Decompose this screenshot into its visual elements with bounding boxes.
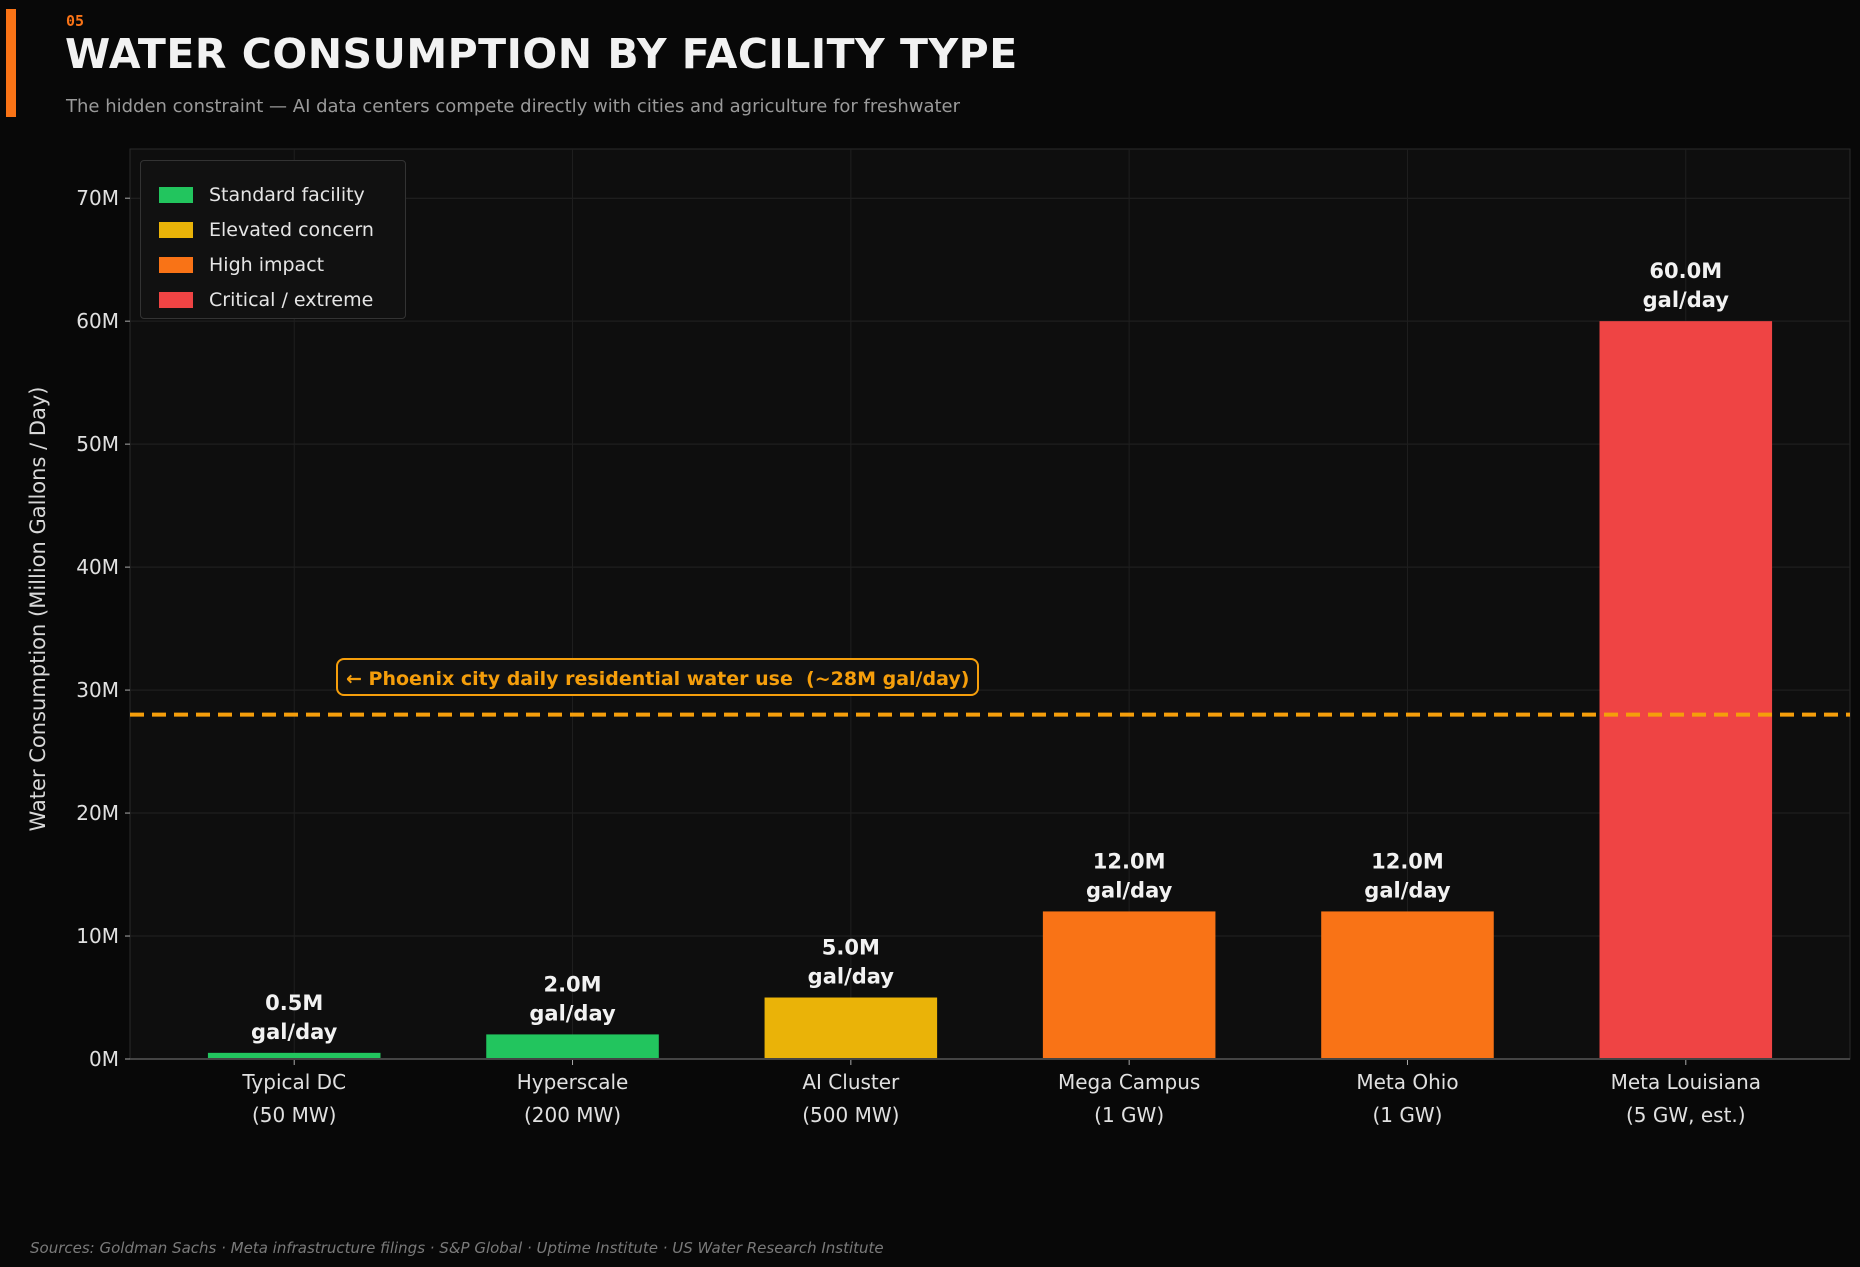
x-tick-label: Meta Louisiana	[1611, 1070, 1761, 1094]
y-tick-label: 30M	[76, 678, 119, 702]
legend-item: Critical / extreme	[159, 282, 405, 317]
x-tick-sublabel: (1 GW)	[1372, 1103, 1442, 1127]
y-tick-label: 70M	[76, 186, 119, 210]
reference-line-annotation: ← Phoenix city daily residential water u…	[336, 658, 980, 696]
legend-label: Elevated concern	[209, 218, 374, 241]
legend-swatch	[159, 291, 193, 308]
data-label-unit: gal/day	[808, 965, 895, 989]
chart-legend: Standard facility Elevated concern High …	[140, 160, 406, 319]
legend-item: Elevated concern	[159, 212, 405, 247]
legend-swatch	[159, 186, 193, 203]
page-title: WATER CONSUMPTION BY FACILITY TYPE	[65, 30, 1018, 78]
legend-label: Critical / extreme	[209, 288, 374, 311]
bar	[207, 1052, 381, 1059]
y-tick-label: 20M	[76, 801, 119, 825]
legend-label: Standard facility	[209, 183, 365, 206]
legend-item: Standard facility	[159, 177, 405, 212]
y-axis-label: Water Consumption (Million Gallons / Day…	[26, 387, 50, 832]
plot-area	[129, 148, 1851, 1060]
section-number: 05	[66, 12, 85, 30]
y-tick-label: 0M	[89, 1047, 119, 1071]
legend-label: High impact	[209, 253, 325, 276]
x-tick-sublabel: (50 MW)	[252, 1103, 336, 1127]
y-tick-label: 50M	[76, 432, 119, 456]
data-label-value: 60.0M	[1649, 259, 1722, 283]
y-tick-label: 40M	[76, 555, 119, 579]
x-tick-label: Hyperscale	[517, 1070, 629, 1094]
data-label-value: 5.0M	[822, 936, 880, 960]
data-label-unit: gal/day	[1364, 878, 1451, 902]
accent-bar	[6, 9, 16, 117]
y-tick-label: 10M	[76, 924, 119, 948]
bar	[1042, 911, 1216, 1059]
data-label-value: 2.0M	[543, 972, 601, 996]
x-tick-label: AI Cluster	[802, 1070, 900, 1094]
data-label-unit: gal/day	[251, 1020, 338, 1044]
data-label-unit: gal/day	[529, 1001, 616, 1025]
bar	[1599, 321, 1773, 1059]
y-tick-label: 60M	[76, 309, 119, 333]
data-label-value: 12.0M	[1371, 849, 1444, 873]
x-tick-label: Mega Campus	[1058, 1070, 1200, 1094]
legend-swatch	[159, 256, 193, 273]
x-tick-sublabel: (1 GW)	[1094, 1103, 1164, 1127]
legend-swatch	[159, 221, 193, 238]
legend-item: High impact	[159, 247, 405, 282]
x-tick-label: Typical DC	[241, 1070, 346, 1094]
x-tick-sublabel: (200 MW)	[524, 1103, 621, 1127]
x-tick-sublabel: (5 GW, est.)	[1626, 1103, 1746, 1127]
data-label-unit: gal/day	[1086, 878, 1173, 902]
bar	[486, 1034, 659, 1059]
page-subtitle: The hidden constraint — AI data centers …	[66, 96, 961, 117]
x-tick-sublabel: (500 MW)	[802, 1103, 899, 1127]
x-tick-label: Meta Ohio	[1356, 1070, 1458, 1094]
bar	[1321, 911, 1494, 1059]
bar	[764, 997, 938, 1059]
data-label-unit: gal/day	[1643, 288, 1730, 312]
sources-note: Sources: Goldman Sachs · Meta infrastruc…	[30, 1239, 884, 1257]
data-label-value: 0.5M	[265, 991, 323, 1015]
data-label-value: 12.0M	[1093, 849, 1166, 873]
